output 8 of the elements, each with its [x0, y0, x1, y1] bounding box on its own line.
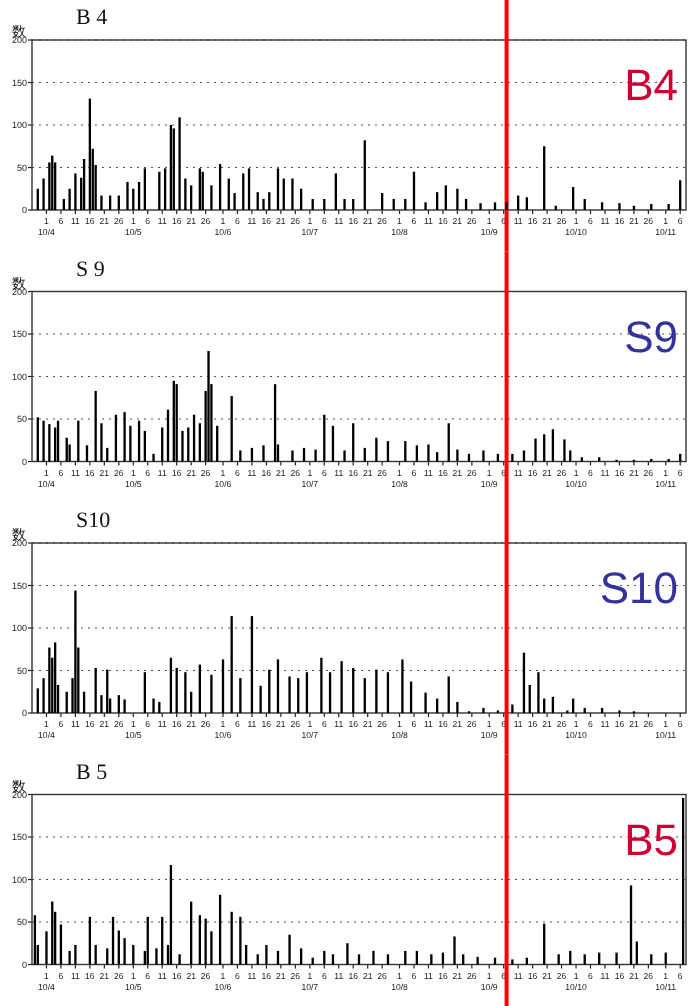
annotation: S9 [624, 311, 678, 362]
annotation: S10 [599, 563, 678, 613]
chart-title: B 4 [76, 6, 109, 30]
chart-title: S10 [76, 509, 112, 533]
annotation: B4 [624, 60, 678, 110]
chart-title: S 9 [76, 257, 106, 282]
chart-title: B 5 [76, 760, 109, 785]
annotation: B5 [624, 814, 678, 865]
